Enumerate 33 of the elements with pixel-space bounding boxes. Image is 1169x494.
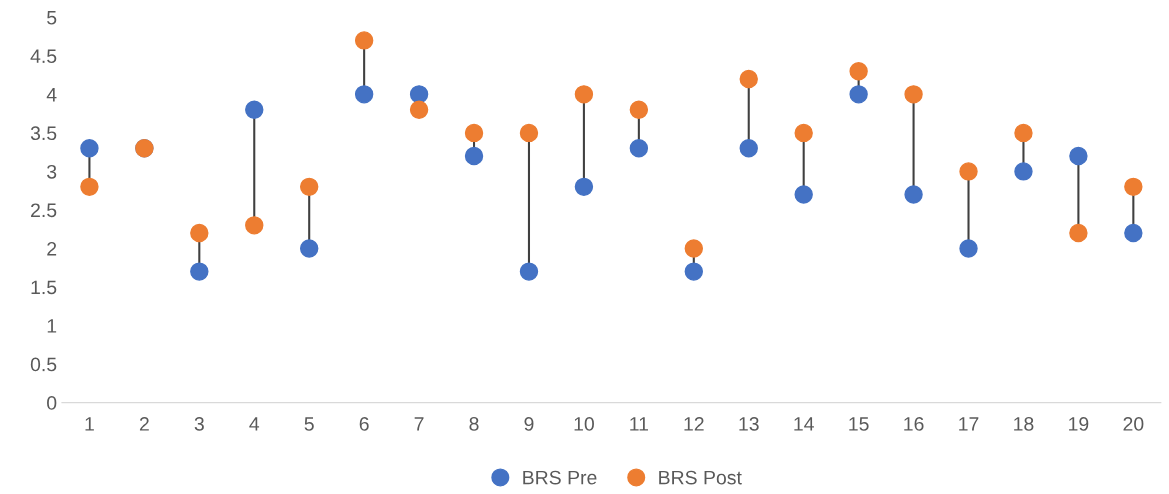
x-tick-label: 1 (85, 417, 94, 431)
x-tick-label: 9 (524, 417, 534, 431)
y-tick-label: 4 (46, 88, 57, 102)
x-tick-label: 10 (574, 417, 594, 431)
x-tick-label: 18 (1014, 417, 1034, 431)
y-tick-label: 0 (47, 396, 57, 410)
y-tick-label: 1.5 (31, 280, 57, 295)
x-tick-label: 14 (794, 417, 814, 431)
x-tick-label: 20 (1123, 417, 1144, 431)
y-tick-label: 2 (47, 241, 57, 256)
x-tick-label: 13 (739, 417, 759, 431)
x-tick-label: 16 (904, 417, 924, 431)
y-tick-label: 5 (47, 10, 57, 25)
x-tick-label: 15 (849, 417, 869, 431)
legend-label: BRS Post (659, 470, 742, 485)
x-tick-label: 19 (1069, 417, 1089, 431)
x-tick-label: 4 (249, 417, 260, 431)
x-tick-label: 17 (959, 417, 979, 431)
x-tick-label: 2 (139, 417, 149, 431)
x-tick-label: 11 (630, 417, 649, 431)
y-tick-label: 3 (47, 164, 57, 179)
y-tick-label: 2.5 (31, 203, 57, 218)
x-tick-label: 7 (414, 417, 424, 431)
x-tick-label: 6 (359, 417, 369, 431)
y-tick-label: 4.5 (30, 49, 57, 64)
x-tick-label: 3 (194, 417, 204, 431)
legend-label: BRS Pre (523, 470, 597, 485)
y-tick-label: 3.5 (30, 126, 57, 141)
x-tick-label: 8 (469, 417, 479, 431)
y-tick-label: 1 (47, 319, 57, 333)
x-tick-label: 12 (684, 417, 704, 431)
x-tick-label: 5 (304, 417, 314, 431)
y-tick-label: 0.5 (30, 357, 57, 372)
